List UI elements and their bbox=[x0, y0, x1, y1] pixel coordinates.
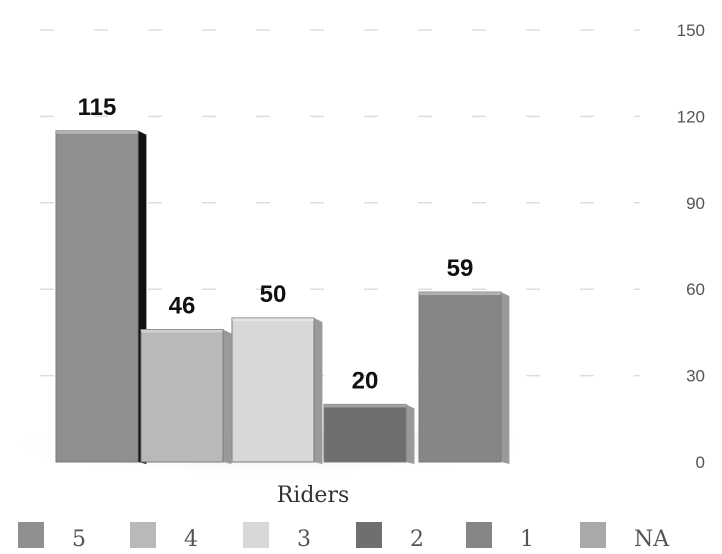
bar-top bbox=[232, 318, 314, 321]
legend-item-4: 4 bbox=[130, 522, 198, 552]
legend-label: 3 bbox=[297, 527, 311, 552]
legend-item-NA: NA bbox=[580, 522, 670, 552]
bar-top bbox=[324, 404, 406, 408]
legend-swatch bbox=[466, 522, 492, 548]
y-axis-ticks: 0 30 60 90 120 150 bbox=[677, 21, 705, 472]
legend-item-2: 2 bbox=[356, 522, 424, 552]
legend-swatch bbox=[356, 522, 382, 548]
bar-top bbox=[141, 329, 223, 333]
data-label: 115 bbox=[78, 94, 117, 121]
data-label: 50 bbox=[260, 281, 287, 308]
legend-label: 2 bbox=[410, 527, 424, 552]
legend-label: NA bbox=[634, 527, 670, 552]
legend-label: 4 bbox=[184, 527, 198, 552]
bar-side bbox=[501, 292, 510, 464]
y-tick-label: 60 bbox=[686, 280, 705, 299]
bars bbox=[55, 130, 510, 465]
legend-label: 5 bbox=[72, 527, 86, 552]
legend-item-1: 1 bbox=[466, 522, 534, 552]
gridlines bbox=[40, 29, 640, 377]
bar-front bbox=[55, 130, 139, 463]
bar-top bbox=[56, 130, 138, 134]
bar-side bbox=[406, 404, 415, 464]
data-label: 46 bbox=[169, 293, 196, 320]
data-label: 20 bbox=[352, 367, 379, 394]
y-tick-label: 0 bbox=[696, 453, 705, 472]
y-tick-label: 30 bbox=[686, 367, 705, 386]
legend-item-5: 5 bbox=[18, 522, 86, 552]
x-axis-label: Riders bbox=[277, 483, 350, 508]
legend-item-3: 3 bbox=[243, 522, 311, 552]
legend-swatch bbox=[580, 522, 606, 548]
bar-2 bbox=[323, 403, 415, 464]
bar-front bbox=[323, 403, 407, 463]
legend-label: 1 bbox=[520, 527, 534, 552]
y-tick-label: 120 bbox=[677, 107, 705, 126]
bar-4 bbox=[140, 329, 232, 464]
bar-side bbox=[223, 329, 232, 464]
bar-5 bbox=[55, 130, 147, 465]
data-label: 59 bbox=[447, 255, 474, 282]
bar-3 bbox=[231, 317, 323, 464]
legend-swatch bbox=[130, 522, 156, 548]
bar-1 bbox=[418, 291, 510, 464]
bar-front bbox=[231, 317, 315, 463]
bar-front bbox=[140, 329, 224, 463]
legend-swatch bbox=[243, 522, 269, 548]
legend: 5 4 3 2 1 NA bbox=[18, 522, 670, 552]
bar-side bbox=[314, 318, 323, 464]
data-labels: 115 46 50 20 59 bbox=[78, 94, 474, 395]
y-tick-label: 150 bbox=[677, 21, 705, 40]
y-tick-label: 90 bbox=[686, 194, 705, 213]
legend-swatch bbox=[18, 522, 44, 548]
bar-top bbox=[419, 292, 501, 296]
bar-front bbox=[418, 291, 502, 463]
